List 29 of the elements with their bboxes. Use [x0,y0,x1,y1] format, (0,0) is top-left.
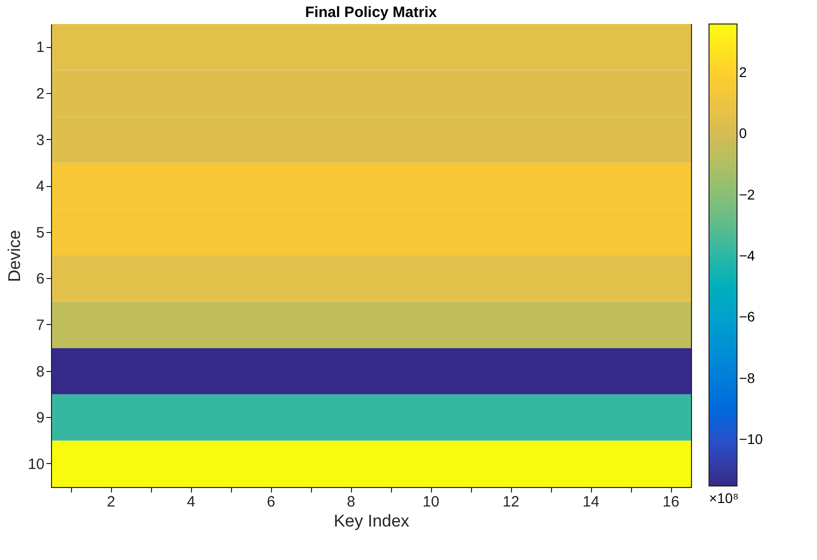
color-bar-label: 0 [739,125,747,142]
x-tick-label: 10 [422,494,440,510]
y-tick-label: 10 [28,456,44,473]
x-axis-title: Key Index [334,512,410,530]
y-tick-label: 2 [36,85,44,102]
y-tick-label: 3 [36,132,44,149]
x-tick-label: 8 [346,494,356,510]
y-tick-label: 5 [36,224,44,242]
x-tick-label: 14 [582,494,600,510]
x-tick-label: 16 [662,494,680,510]
x-tick-label: 6 [266,494,276,510]
y-axis-title: Device [4,230,24,282]
y-tick-label: 9 [36,410,44,427]
color-bar-label: −4 [739,248,756,264]
chart-title: Final Policy Matrix [305,4,438,21]
x-tick-label: 12 [502,494,520,510]
y-tick-label: 6 [36,270,44,288]
color-bar-label: 2 [739,64,747,80]
color-bar-label: −10 [739,431,763,448]
color-bar-label: −8 [739,370,756,386]
y-tick-label: 4 [36,178,44,196]
y-tick-label: 1 [36,39,44,56]
y-tick-label: 7 [36,316,44,334]
color-bar-label: −2 [739,186,756,202]
color-bar-title: ×10⁸ [709,490,739,506]
color-bar-label: −6 [739,308,756,325]
x-tick-label: 2 [106,494,116,510]
x-tick-label: 4 [186,494,196,510]
y-tick-label: 8 [36,363,44,380]
